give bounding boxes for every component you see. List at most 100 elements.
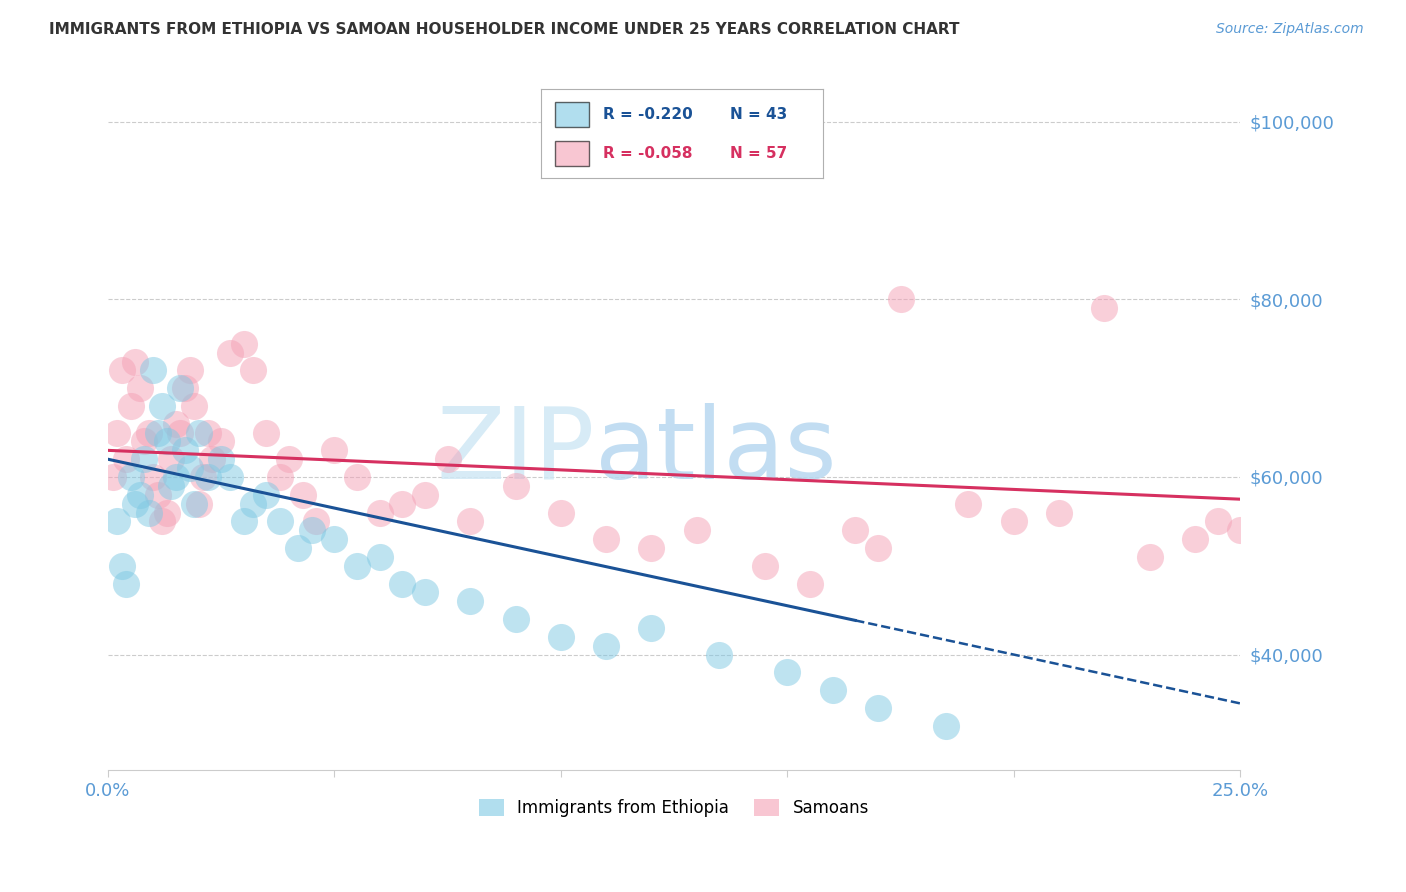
- Point: [138, 425, 160, 440]
- Point: [110, 363, 132, 377]
- Point: [413, 488, 436, 502]
- Point: [120, 470, 142, 484]
- Point: [187, 497, 209, 511]
- Point: [209, 452, 232, 467]
- Point: [165, 417, 187, 431]
- Text: Source: ZipAtlas.com: Source: ZipAtlas.com: [1216, 22, 1364, 37]
- Point: [183, 497, 205, 511]
- Point: [550, 630, 572, 644]
- Point: [278, 452, 301, 467]
- Point: [232, 515, 254, 529]
- Point: [150, 399, 173, 413]
- Point: [269, 515, 291, 529]
- Point: [301, 523, 323, 537]
- Point: [124, 497, 146, 511]
- Point: [323, 443, 346, 458]
- Point: [134, 434, 156, 449]
- Text: IMMIGRANTS FROM ETHIOPIA VS SAMOAN HOUSEHOLDER INCOME UNDER 25 YEARS CORRELATION: IMMIGRANTS FROM ETHIOPIA VS SAMOAN HOUSE…: [49, 22, 960, 37]
- Point: [115, 576, 138, 591]
- Point: [957, 497, 980, 511]
- Point: [256, 425, 278, 440]
- Point: [595, 532, 617, 546]
- FancyBboxPatch shape: [555, 141, 589, 166]
- Point: [1139, 549, 1161, 564]
- Point: [821, 683, 844, 698]
- Point: [105, 425, 128, 440]
- Point: [142, 363, 165, 377]
- Point: [1047, 506, 1070, 520]
- Point: [346, 558, 368, 573]
- Point: [142, 470, 165, 484]
- Point: [640, 621, 662, 635]
- Point: [146, 488, 169, 502]
- Point: [844, 523, 866, 537]
- Point: [595, 639, 617, 653]
- Point: [169, 381, 191, 395]
- Point: [866, 541, 889, 555]
- Point: [866, 701, 889, 715]
- Point: [174, 443, 197, 458]
- Point: [169, 425, 191, 440]
- Point: [1184, 532, 1206, 546]
- Point: [156, 506, 179, 520]
- Point: [191, 470, 214, 484]
- Point: [505, 479, 527, 493]
- Point: [187, 425, 209, 440]
- Point: [686, 523, 709, 537]
- Point: [120, 399, 142, 413]
- Point: [242, 497, 264, 511]
- Point: [323, 532, 346, 546]
- Point: [505, 612, 527, 626]
- Point: [256, 488, 278, 502]
- Point: [368, 549, 391, 564]
- Point: [219, 345, 242, 359]
- Point: [305, 515, 328, 529]
- Point: [242, 363, 264, 377]
- Point: [160, 479, 183, 493]
- Point: [640, 541, 662, 555]
- Point: [101, 470, 124, 484]
- Point: [150, 515, 173, 529]
- Point: [391, 497, 413, 511]
- Point: [368, 506, 391, 520]
- Text: R = -0.058: R = -0.058: [603, 146, 693, 161]
- Text: R = -0.220: R = -0.220: [603, 107, 693, 121]
- Point: [183, 399, 205, 413]
- Point: [124, 354, 146, 368]
- Point: [1229, 523, 1251, 537]
- Point: [128, 381, 150, 395]
- Point: [1206, 515, 1229, 529]
- Point: [201, 452, 224, 467]
- Point: [458, 594, 481, 608]
- Point: [179, 363, 201, 377]
- Point: [291, 488, 314, 502]
- Point: [799, 576, 821, 591]
- Point: [138, 506, 160, 520]
- Point: [269, 470, 291, 484]
- Point: [776, 665, 799, 680]
- Point: [219, 470, 242, 484]
- Text: N = 57: N = 57: [730, 146, 787, 161]
- Point: [458, 515, 481, 529]
- Text: N = 43: N = 43: [730, 107, 787, 121]
- Point: [146, 425, 169, 440]
- Point: [197, 425, 219, 440]
- Point: [174, 381, 197, 395]
- Text: ZIP: ZIP: [436, 403, 595, 500]
- Legend: Immigrants from Ethiopia, Samoans: Immigrants from Ethiopia, Samoans: [472, 792, 876, 824]
- FancyBboxPatch shape: [555, 102, 589, 127]
- Point: [179, 461, 201, 475]
- Point: [209, 434, 232, 449]
- Point: [160, 452, 183, 467]
- Point: [709, 648, 731, 662]
- Point: [550, 506, 572, 520]
- Point: [156, 434, 179, 449]
- Point: [889, 293, 911, 307]
- Point: [115, 452, 138, 467]
- Point: [436, 452, 458, 467]
- Point: [165, 470, 187, 484]
- Point: [128, 488, 150, 502]
- Point: [754, 558, 776, 573]
- Point: [232, 336, 254, 351]
- Point: [391, 576, 413, 591]
